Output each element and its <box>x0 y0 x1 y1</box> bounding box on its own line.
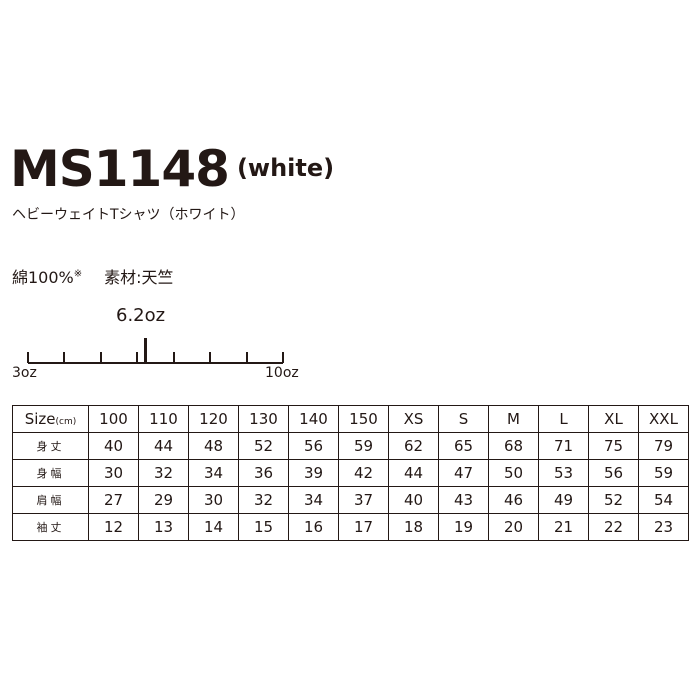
weight-scale: 6.2oz 3oz 10oz <box>0 305 320 385</box>
table-cell: 16 <box>288 513 339 541</box>
table-cell: 40 <box>388 486 439 514</box>
table-cell: 46 <box>488 486 539 514</box>
material-info: 綿100%※ 素材:天竺 <box>12 264 174 288</box>
table-cell: 44 <box>388 459 439 487</box>
weight-marker <box>143 338 147 363</box>
size-column-header: XL <box>588 405 639 433</box>
table-cell: 22 <box>588 513 639 541</box>
table-cell: 43 <box>438 486 489 514</box>
table-cell: 37 <box>338 486 389 514</box>
table-cell: 20 <box>488 513 539 541</box>
table-cell: 79 <box>638 432 689 460</box>
scale-tick <box>63 352 66 363</box>
row-label: 身丈 <box>12 432 89 460</box>
table-cell: 75 <box>588 432 639 460</box>
table-cell: 52 <box>238 432 289 460</box>
table-cell: 54 <box>638 486 689 514</box>
scale-tick <box>245 352 248 363</box>
table-cell: 50 <box>488 459 539 487</box>
product-title: MS1148 (white) <box>10 138 334 199</box>
table-cell: 39 <box>288 459 339 487</box>
fabric-type: 素材:天竺 <box>104 268 174 287</box>
table-cell: 27 <box>88 486 139 514</box>
table-cell: 62 <box>388 432 439 460</box>
size-column-header: 140 <box>288 405 339 433</box>
size-column-header: 110 <box>138 405 189 433</box>
scale-max-label: 10oz <box>265 365 299 381</box>
table-cell: 42 <box>338 459 389 487</box>
table-cell: 18 <box>388 513 439 541</box>
product-code: MS1148 <box>10 140 230 198</box>
table-cell: 29 <box>138 486 189 514</box>
table-cell: 56 <box>288 432 339 460</box>
table-cell: 30 <box>188 486 239 514</box>
weight-value: 6.2oz <box>116 305 166 326</box>
scale-tick <box>172 352 175 363</box>
cotton-content: 綿100% <box>12 268 74 287</box>
table-cell: 68 <box>488 432 539 460</box>
table-row: 肩幅 27 29 30 32 34 37 40 43 46 49 52 54 <box>12 486 689 514</box>
table-cell: 32 <box>238 486 289 514</box>
size-header: Size(cm) <box>12 405 89 433</box>
table-cell: 12 <box>88 513 139 541</box>
size-column-header: L <box>538 405 589 433</box>
row-label: 肩幅 <box>12 486 89 514</box>
table-cell: 56 <box>588 459 639 487</box>
header-row: Size(cm) 100 110 120 130 140 150 XS S M L XL XXL <box>12 405 689 433</box>
table-cell: 52 <box>588 486 639 514</box>
scale-tick <box>282 352 284 363</box>
table-cell: 36 <box>238 459 289 487</box>
table-cell: 34 <box>188 459 239 487</box>
table-cell: 71 <box>538 432 589 460</box>
scale-tick <box>209 352 212 363</box>
scale-tick <box>136 352 139 363</box>
size-column-header: 150 <box>338 405 389 433</box>
row-label: 身幅 <box>12 459 89 487</box>
table-cell: 32 <box>138 459 189 487</box>
table-row: 袖丈 12 13 14 15 16 17 18 19 20 21 22 23 <box>12 513 689 541</box>
scale-tick <box>27 352 29 363</box>
product-color: (white) <box>236 154 335 182</box>
table-cell: 17 <box>338 513 389 541</box>
size-column-header: S <box>438 405 489 433</box>
table-cell: 48 <box>188 432 239 460</box>
scale-tick <box>99 352 102 363</box>
table-cell: 23 <box>638 513 689 541</box>
size-column-header: XS <box>388 405 439 433</box>
table-cell: 49 <box>538 486 589 514</box>
table-cell: 59 <box>638 459 689 487</box>
size-column-header: 100 <box>88 405 139 433</box>
table-cell: 34 <box>288 486 339 514</box>
size-header-label: Size <box>24 410 56 428</box>
product-name: ヘビーウェイトTシャツ（ホワイト） <box>12 207 245 223</box>
table-cell: 15 <box>238 513 289 541</box>
table-cell: 14 <box>188 513 239 541</box>
table-cell: 19 <box>438 513 489 541</box>
table-row: 身幅 30 32 34 36 39 42 44 47 50 53 56 59 <box>12 459 689 487</box>
scale-min-label: 3oz <box>12 365 37 381</box>
table-cell: 53 <box>538 459 589 487</box>
size-column-header: 130 <box>238 405 289 433</box>
size-column-header: M <box>488 405 539 433</box>
table-cell: 44 <box>138 432 189 460</box>
table-cell: 47 <box>438 459 489 487</box>
table-cell: 21 <box>538 513 589 541</box>
size-header-unit: (cm) <box>55 417 77 427</box>
table-cell: 65 <box>438 432 489 460</box>
size-column-header: 120 <box>188 405 239 433</box>
note-mark: ※ <box>73 268 83 280</box>
scale-axis <box>28 362 283 364</box>
table-cell: 59 <box>338 432 389 460</box>
size-column-header: XXL <box>638 405 689 433</box>
table-cell: 13 <box>138 513 189 541</box>
table-cell: 40 <box>88 432 139 460</box>
size-table: Size(cm) 100 110 120 130 140 150 XS S M L XL XXL 身丈 40… <box>12 405 689 541</box>
table-cell: 30 <box>88 459 139 487</box>
row-label: 袖丈 <box>12 513 89 541</box>
table-row: 身丈 40 44 48 52 56 59 62 65 68 71 75 79 <box>12 432 689 460</box>
